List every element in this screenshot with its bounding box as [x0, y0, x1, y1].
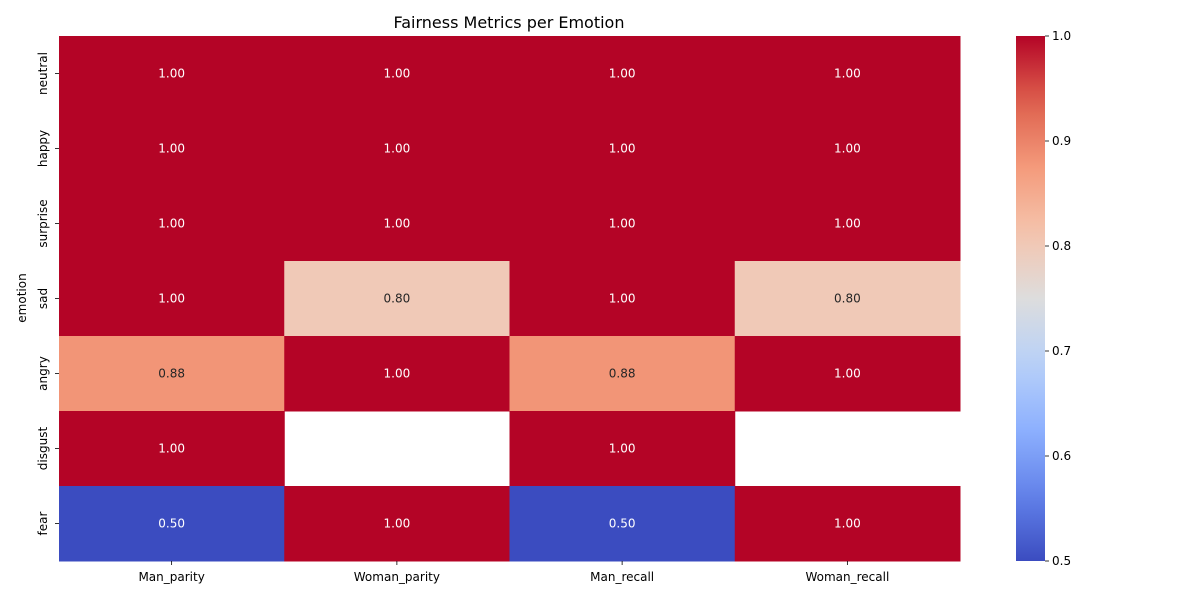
y-axis: neutral happy surprise sad angry disgust fear — [36, 52, 59, 535]
y-tick-label: fear — [36, 511, 50, 535]
cell-value-label: 0.80 — [834, 292, 861, 306]
cell-value-label: 1.00 — [158, 142, 185, 156]
y-tick-label: surprise — [36, 199, 50, 247]
heatmap-cell — [59, 411, 285, 487]
cell-value-label: 0.88 — [158, 367, 185, 381]
cell-value-label: 1.00 — [609, 292, 636, 306]
cell-value-label: 0.50 — [609, 517, 636, 531]
heatmap-cell — [284, 36, 510, 112]
cell-value-label: 0.50 — [158, 517, 185, 531]
x-axis: Man_parity Woman_parity Man_recall Woman_re… — [138, 561, 889, 584]
cell-value-label: 1.00 — [384, 142, 411, 156]
y-tick-label: neutral — [36, 52, 50, 95]
heatmap-cell — [734, 336, 961, 412]
heatmap-cell — [284, 111, 510, 187]
cell-value-label: 1.00 — [158, 292, 185, 306]
heatmap-cell-labels: 1.00 1.00 1.00 1.00 1.00 1.00 1.00 1.00 1.00 1.00… — [158, 67, 860, 531]
cell-value-label: 1.00 — [158, 67, 185, 81]
heatmap-cell — [284, 486, 510, 562]
colorbar: 0.5 0.6 0.7 0.8 0.9 1.0 — [1016, 29, 1071, 568]
x-tick-label: Man_parity — [138, 570, 204, 584]
heatmap-cell — [509, 486, 736, 562]
x-tick-label: Man_recall — [590, 570, 654, 584]
heatmap-cell — [59, 336, 285, 412]
heatmap-cell — [734, 261, 961, 337]
cell-value-label: 1.00 — [609, 67, 636, 81]
heatmap-cell — [59, 186, 285, 262]
heatmap-cell — [59, 261, 285, 337]
heatmap-cell — [509, 111, 736, 187]
cell-value-label: 1.00 — [384, 367, 411, 381]
heatmap-cell — [509, 411, 736, 487]
heatmap-cell — [284, 261, 510, 337]
colorbar-tick-label: 1.0 — [1052, 29, 1071, 43]
colorbar-tick-label: 0.5 — [1052, 554, 1071, 568]
colorbar-tick-label: 0.9 — [1052, 134, 1071, 148]
heatmap-cell — [509, 336, 736, 412]
x-tick-label: Woman_parity — [354, 570, 440, 584]
cell-value-label: 1.00 — [834, 142, 861, 156]
heatmap-cell — [509, 186, 736, 262]
heatmap-cell — [509, 36, 736, 112]
y-tick-label: happy — [36, 130, 50, 167]
colorbar-tick-label: 0.7 — [1052, 344, 1071, 358]
cell-value-label: 0.88 — [609, 367, 636, 381]
colorbar-tick-label: 0.8 — [1052, 239, 1071, 253]
cell-value-label: 1.00 — [158, 442, 185, 456]
y-tick-label: disgust — [36, 427, 50, 471]
heatmap-cell — [284, 336, 510, 412]
x-tick-label: Woman_recall — [805, 570, 889, 584]
cell-value-label: 1.00 — [609, 142, 636, 156]
colorbar-tick-label: 0.6 — [1052, 449, 1071, 463]
y-axis-label: emotion — [15, 273, 29, 322]
heatmap-cell — [509, 261, 736, 337]
heatmap-cell — [284, 186, 510, 262]
cell-value-label: 1.00 — [834, 217, 861, 231]
colorbar-gradient — [1016, 36, 1045, 561]
heatmap-cell — [734, 36, 961, 112]
cell-value-label: 1.00 — [384, 517, 411, 531]
cell-value-label: 1.00 — [384, 217, 411, 231]
chart-title: Fairness Metrics per Emotion — [394, 13, 625, 32]
cell-value-label: 1.00 — [609, 217, 636, 231]
heatmap-cells — [59, 36, 961, 562]
y-tick-label: angry — [36, 356, 50, 391]
cell-value-label: 1.00 — [834, 67, 861, 81]
heatmap-cell — [59, 486, 285, 562]
cell-value-label: 1.00 — [834, 517, 861, 531]
cell-value-label: 0.80 — [384, 292, 411, 306]
heatmap-cell — [59, 36, 285, 112]
heatmap-cell — [734, 111, 961, 187]
heatmap-cell — [734, 486, 961, 562]
cell-value-label: 1.00 — [609, 442, 636, 456]
cell-value-label: 1.00 — [834, 367, 861, 381]
heatmap-cell — [59, 111, 285, 187]
y-tick-label: sad — [36, 288, 50, 309]
heatmap-cell — [734, 186, 961, 262]
cell-value-label: 1.00 — [384, 67, 411, 81]
cell-value-label: 1.00 — [158, 217, 185, 231]
